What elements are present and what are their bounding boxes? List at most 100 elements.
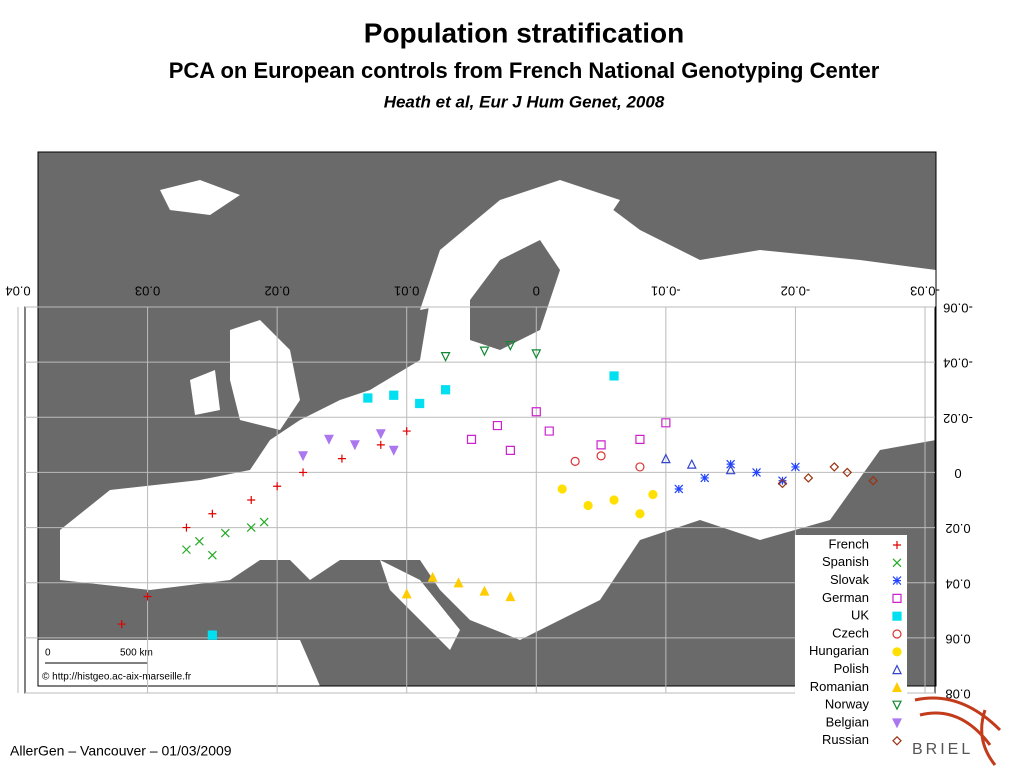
point	[259, 517, 269, 527]
point	[686, 458, 697, 469]
y-tick-label: 0.02	[945, 521, 970, 536]
legend-marker	[892, 558, 902, 568]
point	[207, 630, 217, 640]
point	[194, 536, 204, 546]
point	[182, 523, 191, 532]
point	[143, 592, 152, 601]
y-tick-label: 0.08	[945, 687, 970, 702]
point	[842, 467, 853, 478]
legend-label: German	[822, 590, 869, 605]
point	[207, 550, 217, 560]
legend-marker	[892, 700, 902, 711]
point	[648, 489, 658, 500]
point	[324, 434, 334, 445]
point	[363, 393, 373, 403]
point	[427, 571, 438, 582]
point	[299, 468, 308, 477]
point	[531, 349, 542, 360]
point	[725, 464, 736, 475]
point	[505, 445, 515, 455]
point	[544, 426, 554, 436]
scale-label: 500 km	[120, 648, 153, 659]
point	[415, 398, 425, 409]
point	[829, 462, 840, 472]
point	[778, 476, 787, 486]
point	[376, 440, 385, 449]
y-tick-label: 0	[954, 466, 961, 481]
point	[273, 482, 282, 491]
point	[635, 509, 645, 519]
point	[570, 456, 580, 466]
legend-marker	[892, 682, 902, 692]
point	[220, 528, 230, 538]
map-credit: © http://histgeo.ac-aix-marseille.fr	[42, 672, 192, 683]
logo: BRIEL	[912, 696, 1002, 766]
point	[635, 434, 645, 444]
x-tick-label: -0.02	[781, 284, 811, 299]
legend-label: French	[829, 536, 869, 551]
map: 0 500 km © http://histgeo.ac-aix-marseil…	[37, 151, 937, 687]
legend-label: Hungarian	[809, 643, 869, 658]
y-tick-label: -0.02	[943, 411, 973, 426]
point	[791, 462, 800, 472]
point	[661, 418, 671, 428]
point	[208, 509, 217, 518]
point	[726, 459, 736, 469]
point	[466, 434, 477, 444]
pca-plot: 0.04 0.03 0.02 0.01 0 -0.01 -0.02 -0.03-0.06 -0.…	[5, 284, 972, 702]
logo-text: BRIEL	[912, 741, 973, 758]
citation: Heath et al, Eur J Hum Genet, 2008	[384, 92, 665, 111]
point	[868, 475, 879, 486]
point	[298, 451, 309, 462]
point	[752, 468, 761, 477]
slide-title: Population stratification	[364, 17, 684, 48]
legend-label: Belgian	[826, 714, 869, 729]
legend-label: Romanian	[810, 679, 869, 694]
y-tick-label: 0.06	[945, 631, 970, 646]
x-tick-label: 0.02	[264, 284, 289, 299]
x-tick-label: -0.03	[910, 284, 940, 299]
legend-marker	[892, 611, 902, 621]
legend-label: Russian	[822, 732, 869, 747]
legend-marker	[892, 647, 902, 657]
point	[609, 371, 619, 381]
point	[700, 473, 710, 483]
point	[401, 588, 412, 599]
point	[389, 390, 399, 400]
legend-marker	[893, 541, 901, 549]
x-tick-label: 0.04	[5, 284, 30, 299]
point	[117, 620, 126, 629]
y-tick-label: -0.06	[943, 301, 973, 316]
scale-label: 0	[45, 648, 51, 659]
point	[402, 427, 411, 436]
legend-label: Slovak	[830, 572, 870, 587]
legend-label: Polish	[834, 661, 869, 676]
point	[609, 495, 619, 505]
legend-marker	[892, 593, 902, 603]
legend-marker	[892, 576, 902, 586]
point	[505, 341, 516, 351]
y-tick-label: -0.04	[943, 356, 973, 371]
point	[182, 545, 191, 555]
x-tick-label: 0	[533, 284, 540, 299]
point	[660, 453, 671, 464]
x-tick-label: -0.01	[651, 284, 681, 299]
point	[596, 451, 606, 461]
point	[803, 473, 814, 483]
point	[440, 385, 451, 395]
x-tick-label: 0.01	[394, 284, 419, 299]
point	[492, 420, 503, 431]
legend-marker	[892, 629, 902, 639]
point	[596, 440, 606, 450]
point	[531, 407, 541, 417]
point	[247, 496, 256, 504]
point	[246, 523, 256, 532]
point	[337, 454, 346, 463]
y-tick-label: 0.04	[945, 576, 970, 591]
point	[440, 352, 451, 362]
point	[674, 484, 684, 494]
point	[777, 478, 788, 489]
legend	[795, 535, 907, 750]
point	[583, 500, 593, 511]
